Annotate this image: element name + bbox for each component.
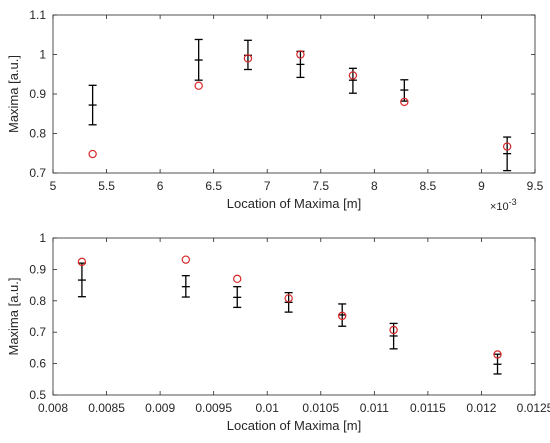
errorbar-point bbox=[389, 322, 398, 350]
y-tick-label: 1 bbox=[39, 48, 46, 62]
x-tick-label: 0.0115 bbox=[410, 401, 446, 415]
x-tick-label: 0.012 bbox=[466, 401, 496, 415]
errorbar-point bbox=[348, 67, 357, 94]
y-tick-label: 0.6 bbox=[29, 357, 46, 371]
x-tick-label: 8.5 bbox=[420, 179, 437, 193]
x-tick-label: 9.5 bbox=[527, 179, 544, 193]
data-marker-circle bbox=[296, 50, 305, 59]
x-exponent-power: -3 bbox=[509, 197, 517, 207]
data-marker-circle bbox=[502, 142, 512, 151]
x-tick-label: 7 bbox=[264, 179, 271, 193]
data-marker-circle bbox=[88, 149, 97, 159]
x-tick-label: 8 bbox=[371, 179, 378, 193]
x-tick-label: 0.01 bbox=[256, 401, 280, 415]
y-tick-label: 0.9 bbox=[29, 87, 46, 101]
data-marker-circle bbox=[77, 257, 87, 267]
data-marker-circle bbox=[493, 350, 502, 359]
y-tick-label: 0.7 bbox=[29, 166, 46, 180]
errorbar-point bbox=[493, 353, 502, 375]
data-marker-circle bbox=[243, 54, 253, 63]
y-tick-label: 0.8 bbox=[29, 127, 46, 141]
x-tick-label: 5 bbox=[50, 179, 57, 193]
x-tick-label: 6.5 bbox=[205, 179, 222, 193]
chart-panel-2: 0.008 0.0085 0.009 0.0095 0.01 0.0105 0.011 0.0… bbox=[6, 231, 550, 433]
errorbar-point bbox=[88, 84, 97, 126]
x-tick-label: 0.0125 bbox=[517, 401, 550, 415]
data-marker-circle bbox=[284, 294, 293, 303]
y-axis-label: Maxima [a.u.] bbox=[6, 277, 21, 355]
data-marker-circle bbox=[348, 71, 358, 80]
errorbar-point bbox=[233, 286, 242, 309]
errorbar-point bbox=[338, 303, 347, 327]
data-marker-circle bbox=[338, 311, 347, 321]
y-tick-label: 1.1 bbox=[29, 8, 46, 22]
x-tick-label: 0.0085 bbox=[88, 401, 125, 415]
y-tick-label: 0.9 bbox=[29, 262, 46, 276]
errorbar-point bbox=[77, 262, 86, 298]
data-marker-circle bbox=[233, 274, 242, 284]
x-tick-label: 0.0105 bbox=[302, 401, 339, 415]
data-marker-circle bbox=[400, 97, 409, 107]
x-tick-label: 0.011 bbox=[360, 401, 389, 415]
errorbar-point bbox=[194, 38, 203, 81]
y-tick-label: 0.5 bbox=[29, 388, 46, 402]
x-tick-label: 6 bbox=[157, 179, 164, 193]
data-marker-circle bbox=[181, 255, 191, 264]
y-tick-label: 1 bbox=[39, 231, 46, 245]
plot-area-frame bbox=[52, 237, 536, 396]
data-marker-circle bbox=[389, 325, 398, 335]
x-tick-label: 0.008 bbox=[38, 401, 68, 415]
y-tick-label: 0.7 bbox=[29, 325, 46, 339]
errorbar-point bbox=[400, 79, 409, 102]
x-tick-label: 5.5 bbox=[98, 179, 115, 193]
x-tick-label: 7.5 bbox=[312, 179, 329, 193]
y-tick-label: 0.8 bbox=[29, 294, 46, 308]
errorbar-point bbox=[181, 275, 190, 298]
x-exponent-label: ×10-3 bbox=[490, 197, 517, 213]
y-axis-label: Maxima [a.u.] bbox=[6, 55, 21, 133]
x-axis-label: Location of Maxima [m] bbox=[227, 196, 361, 211]
x-tick-label: 0.009 bbox=[145, 401, 175, 415]
x-tick-label: 9 bbox=[478, 179, 485, 193]
chart-panel-1: 5 5.5 6 6.5 7 7.5 8 8.5 9 9.5 0.7 0.8 0.9 1 1.1 Locatio… bbox=[6, 8, 544, 213]
x-axis-label: Location of Maxima [m] bbox=[227, 418, 361, 433]
data-marker-circle bbox=[194, 81, 203, 90]
x-tick-label: 0.0095 bbox=[195, 401, 232, 415]
plot-area-frame bbox=[52, 14, 536, 174]
